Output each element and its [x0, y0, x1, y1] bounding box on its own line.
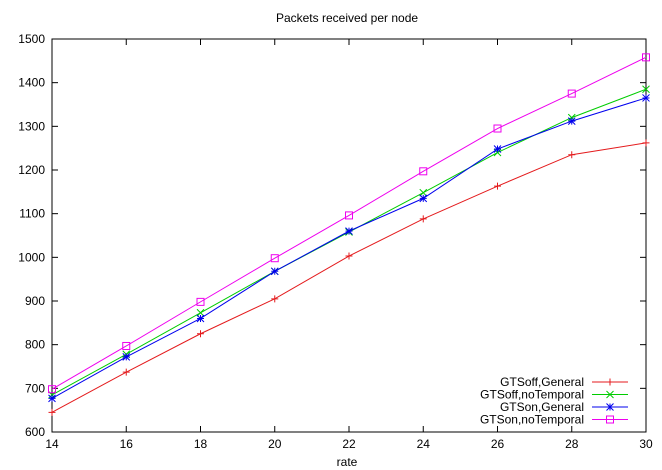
data-point [345, 252, 353, 260]
legend-marker [606, 415, 614, 424]
y-tick-label: 600 [25, 425, 45, 439]
axis-ticks: 14 16 18 20 22 24 26 28 30 600 700 800 900 1000 1100 12… [18, 32, 653, 451]
data-point [494, 182, 501, 190]
legend-label: GTSon,General [500, 400, 584, 414]
data-point [196, 297, 205, 306]
legend-entry: GTSon,noTemporal [480, 413, 628, 427]
y-tick-label: 1500 [18, 32, 45, 46]
legend-entry: GTSoff,General [500, 375, 628, 389]
series-line [51, 142, 647, 413]
data-point [567, 117, 576, 125]
legend-label: GTSoff,noTemporal [480, 388, 584, 402]
data-point [270, 254, 279, 263]
data-point [419, 215, 427, 223]
x-axis-label: rate [337, 455, 358, 469]
series-line [51, 97, 647, 399]
data-point [642, 139, 650, 147]
y-tick-label: 900 [25, 294, 45, 308]
data-point [271, 295, 279, 303]
series-group [48, 53, 650, 416]
series-0 [48, 139, 650, 416]
series-2 [48, 94, 650, 403]
x-tick-label: 30 [639, 437, 653, 451]
y-tick-label: 1000 [18, 250, 45, 264]
x-tick-label: 22 [342, 437, 356, 451]
series-1 [48, 85, 650, 399]
data-point [196, 308, 205, 317]
legend-marker [606, 378, 614, 386]
data-point [493, 145, 502, 153]
data-point [122, 341, 131, 350]
data-point [345, 211, 353, 220]
legend-marker [606, 390, 614, 399]
legend: GTSoff,GeneralGTSoff,noTemporalGTSon,Gen… [480, 375, 628, 427]
x-tick-label: 14 [45, 437, 59, 451]
legend-label: GTSoff,General [500, 375, 584, 389]
data-point [642, 53, 650, 62]
data-point [567, 89, 576, 98]
data-point [48, 408, 56, 416]
x-tick-label: 18 [194, 437, 208, 451]
data-point [642, 94, 650, 102]
plot-area-frame [51, 38, 647, 433]
data-point [493, 124, 502, 133]
data-point [642, 85, 650, 94]
legend-marker [606, 403, 614, 411]
data-point [419, 188, 428, 197]
data-point [122, 353, 131, 361]
y-tick-label: 1200 [18, 163, 45, 177]
x-tick-label: 24 [417, 437, 431, 451]
x-tick-label: 28 [565, 437, 579, 451]
x-tick-label: 16 [120, 437, 134, 451]
data-point [48, 394, 56, 403]
legend-entry: GTSoff,noTemporal [480, 388, 628, 402]
y-tick-label: 700 [25, 381, 45, 395]
data-point [196, 314, 205, 323]
x-tick-label: 26 [491, 437, 505, 451]
y-tick-label: 1100 [19, 207, 45, 221]
chart-title: Packets received per node [276, 11, 418, 25]
data-point [419, 194, 428, 203]
data-point [48, 385, 56, 394]
y-tick-label: 800 [25, 338, 45, 352]
data-point [197, 330, 204, 338]
y-tick-label: 1400 [18, 76, 45, 90]
data-point [345, 227, 353, 235]
legend-label: GTSon,noTemporal [480, 413, 584, 427]
data-point [419, 167, 428, 176]
data-point [122, 368, 130, 376]
series-3 [48, 53, 650, 394]
series-line [51, 56, 647, 390]
x-tick-label: 20 [268, 437, 282, 451]
data-point [568, 151, 576, 159]
data-point [270, 267, 279, 276]
y-tick-label: 1300 [18, 119, 45, 133]
legend-entry: GTSon,General [500, 400, 628, 414]
